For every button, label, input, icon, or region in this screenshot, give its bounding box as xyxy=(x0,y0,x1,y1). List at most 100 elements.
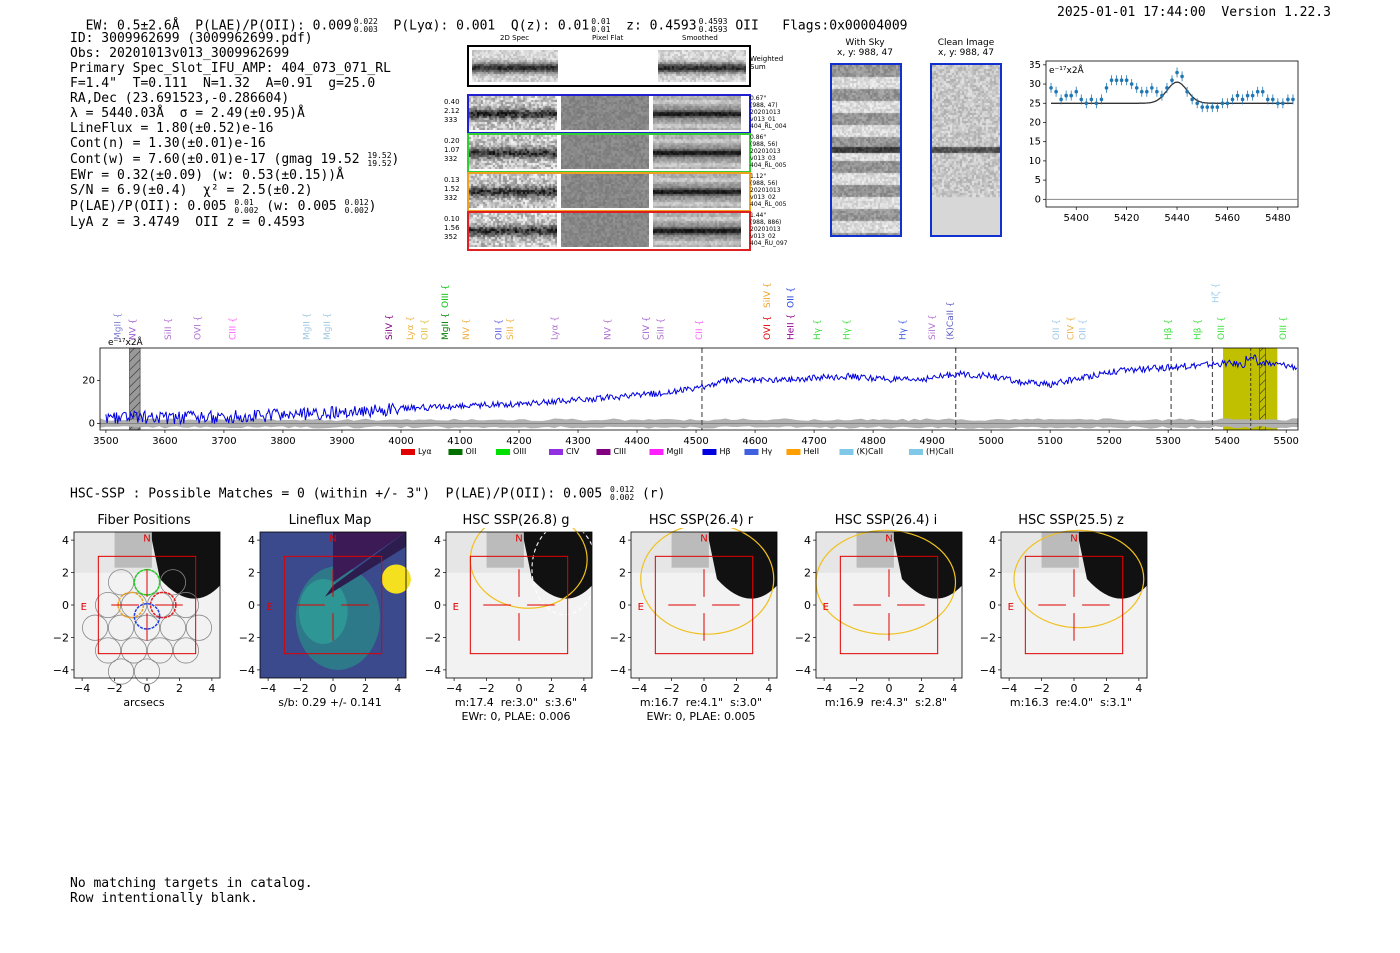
spectrum-line-marker-label: HeII { xyxy=(786,314,796,340)
hsc-ytick-label: 2 xyxy=(248,567,255,580)
hsc-ytick-label: −4 xyxy=(980,664,996,677)
with-sky-image xyxy=(830,63,902,237)
zoom-data-point xyxy=(1190,97,1194,102)
north-marker: N xyxy=(329,534,336,545)
hsc-halo xyxy=(856,532,894,568)
cutout-smooth-image xyxy=(653,135,741,169)
spectrum-line-marker: NV { xyxy=(462,319,472,340)
zoom-data-point xyxy=(1265,97,1270,102)
spectrum-line-marker: CII { xyxy=(695,320,705,340)
detection-info: ID: 3009962699 (3009962699.pdf) Obs: 202… xyxy=(70,31,399,230)
hsc-panel: N E −4 −4 −2 −2 0 0 2 2 4 4 xyxy=(239,531,411,695)
spectrum-line-marker-label: Lyα { xyxy=(550,316,560,340)
hsc-xtick-label: 2 xyxy=(918,682,925,695)
spectrum-line-marker: Hβ { xyxy=(1194,319,1204,340)
zoom-data-point xyxy=(1205,105,1210,109)
cutout-flat-image xyxy=(561,174,649,208)
zoom-data-point xyxy=(1150,86,1154,90)
north-marker: N xyxy=(1070,534,1077,545)
lambda-line: λ = 5440.03Å σ = 2.49(±0.95)Å xyxy=(70,106,305,121)
cutout-row-right-label: 1.12" (988, 56) 20201013 v013_02 404_RL_005 xyxy=(750,173,787,208)
hsc-halo xyxy=(671,532,709,568)
header-summary: EW: 0.5±2.6Å P(LAE)/P(OII): 0.009 0.022 0.… xyxy=(85,17,908,34)
hsc-xtick-label: −2 xyxy=(848,682,864,695)
search-box xyxy=(654,555,754,655)
cutout-row xyxy=(467,94,751,134)
spectrum-line-marker: OVI { xyxy=(763,316,773,340)
spectrum-line-marker: Hγ { xyxy=(899,319,909,340)
hsc-ytick-label: 4 xyxy=(248,534,255,547)
search-box xyxy=(283,555,383,655)
flags-label: Flags:0x00004009 xyxy=(782,18,908,34)
zoom-data-point xyxy=(1064,93,1068,98)
spectrum-xtick-label: 4500 xyxy=(683,436,708,447)
hsc-xtick-label: 4 xyxy=(1135,682,1142,695)
hsc-panel: N E −4 −4 −2 −2 0 0 2 2 4 4 xyxy=(53,531,221,695)
fiber-circle xyxy=(185,614,212,641)
spectrum-line-marker-label: MgII { xyxy=(114,313,124,340)
hsc-xtick-label: 2 xyxy=(1103,682,1110,695)
spectrum-line-marker: Hβ { xyxy=(1164,319,1174,340)
zoom-data-point xyxy=(1215,105,1220,109)
legend-label: OII xyxy=(465,447,476,456)
hsc-caption-1: arcsecs xyxy=(123,696,165,709)
spectrum-ytick-label: 0 xyxy=(89,419,95,430)
with-sky-image-pixels xyxy=(832,65,900,235)
zoom-data-point xyxy=(1104,86,1109,90)
hsc-xtick-label: 4 xyxy=(950,682,957,695)
spectrum-xtick-label: 4400 xyxy=(624,436,649,447)
hsc-xtick-label: −4 xyxy=(446,682,462,695)
hsc-xtick-label: −2 xyxy=(292,682,308,695)
weighted-2dspec-image xyxy=(472,50,558,82)
zoom-xtick-label: 5480 xyxy=(1265,213,1290,224)
legend-label: (K)CaII xyxy=(856,447,883,456)
hsc-ytick-label: 4 xyxy=(619,534,626,547)
spectrum-line-marker-label: CII { xyxy=(695,320,705,340)
zoom-data-point xyxy=(1049,86,1053,90)
hsc-xtick-label: −4 xyxy=(816,682,832,695)
spectrum-line-marker-label: OIII { xyxy=(1279,316,1289,340)
spectrum-line-marker-label: NV { xyxy=(128,319,138,340)
legend-swatch xyxy=(908,449,923,455)
clean-image-title: Clean Image x, y: 988, 47 xyxy=(937,38,995,58)
spectrum-line-marker: SiIV { xyxy=(385,314,395,340)
spectrum-xtick-label: 3800 xyxy=(270,436,295,447)
north-marker: N xyxy=(700,534,707,545)
lineflux-map-hotspot xyxy=(381,564,411,594)
zoom-data-point xyxy=(1180,74,1184,79)
spectrum-xtick-label: 5200 xyxy=(1096,436,1121,447)
hsc-heading: HSC-SSP : Possible Matches = 0 (within +… xyxy=(70,485,666,502)
zoom-data-point xyxy=(1124,78,1129,83)
spectrum-line-marker: OIII { xyxy=(441,284,451,308)
hsc-ytick-label: 0 xyxy=(434,599,441,612)
spectrum-line-marker-label: Hγ { xyxy=(842,319,852,340)
hsc-xtick-label: −4 xyxy=(631,682,647,695)
id-line: ID: 3009962699 (3009962699.pdf) xyxy=(70,31,313,46)
zoom-xtick-label: 5440 xyxy=(1164,213,1189,224)
spectrum-xtick-label: 3900 xyxy=(329,436,354,447)
east-marker: E xyxy=(81,602,87,613)
spectrum-line-marker-label: OII { xyxy=(421,319,431,340)
spectrum-line-marker: Hζ { xyxy=(1211,283,1221,303)
cutout-row-left-label: 0.13 1.52 332 xyxy=(444,176,460,202)
spectrum-line-marker: OII { xyxy=(1052,319,1062,340)
spectrum-line-marker: Hγ { xyxy=(813,319,823,340)
zoom-xtick-label: 5460 xyxy=(1215,213,1240,224)
cutout-row-right-label: 0.86" (988, 56) 20201013 v013_03 404_RL_005 xyxy=(750,134,787,169)
hsc-xtick-label: 0 xyxy=(516,682,523,695)
east-marker: E xyxy=(1008,602,1014,613)
spectrum-line-marker-label: NV { xyxy=(603,319,613,340)
zoom-data-point xyxy=(1255,89,1260,94)
zoom-ytick-label: 30 xyxy=(1030,79,1041,90)
fiber-circle xyxy=(120,637,148,664)
zoom-data-point xyxy=(1155,89,1159,94)
zoom-data-point xyxy=(1195,101,1199,106)
hsc-xtick-label: 0 xyxy=(144,682,151,695)
fiber-highlight-circle xyxy=(117,591,145,619)
legend-label: Hγ xyxy=(761,447,772,456)
spectrum-xtick-label: 3700 xyxy=(211,436,236,447)
hsc-ytick-label: −2 xyxy=(610,631,626,644)
cutout-row-left-label: 0.20 1.07 332 xyxy=(444,137,460,163)
params-line: F=1.4" T=0.111 N=1.32 A=0.91 g=25.0 xyxy=(70,76,376,91)
spectrum-line-marker: OII { xyxy=(786,287,796,308)
